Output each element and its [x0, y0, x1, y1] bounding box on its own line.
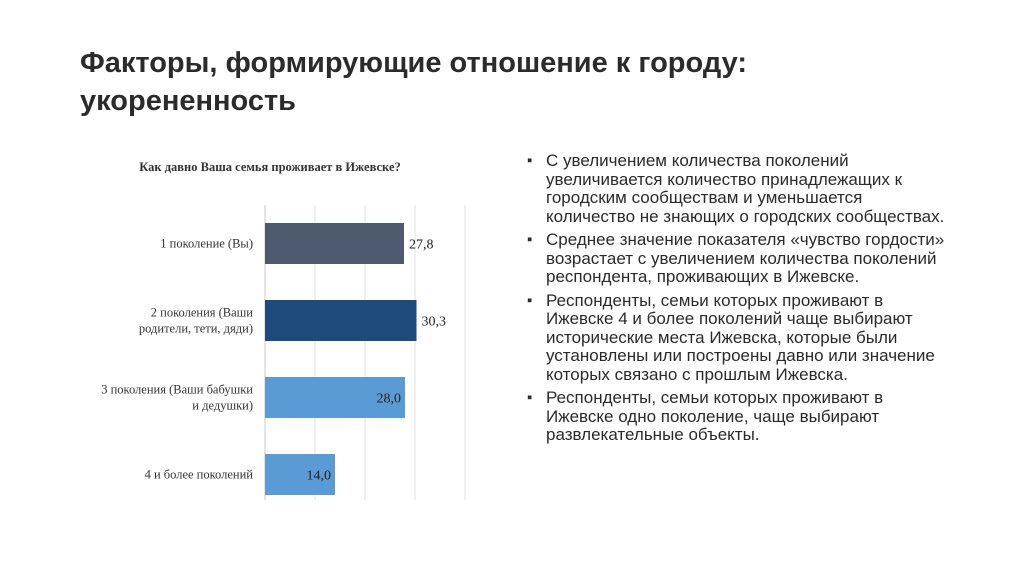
bullet-list: ▪ С увеличением количества поколений уве… [525, 151, 955, 450]
category-label: 1 поколение (Вы) [160, 237, 253, 251]
bullet-marker: ▪ [527, 291, 533, 309]
slide-title-line-1: Факторы, формирующие отношение к городу: [80, 47, 747, 79]
bullet-marker: ▪ [527, 389, 533, 406]
bullet-marker: ▪ [527, 231, 533, 248]
bullet-item: ▪ С увеличением количества поколений уве… [525, 151, 955, 226]
category-label: 3 поколения (Ваши бабушки [101, 383, 253, 397]
bar [265, 377, 405, 418]
slide-title-line-2: укорененность [80, 85, 296, 117]
category-label: 2 поколения (Ваши [151, 306, 254, 320]
bar-chart: Как давно Ваша семья проживает в Ижевске… [60, 155, 480, 500]
bar [265, 223, 404, 264]
bullet-item: ▪ Респонденты, семьи которых проживают в… [525, 388, 955, 445]
bullet-item: ▪ Среднее значение показателя «чувство г… [525, 230, 955, 287]
category-label: родители, тети, дяди) [139, 322, 253, 336]
bullet-text: Респонденты, семьи которых проживают в И… [546, 290, 935, 384]
bullet-text: Среднее значение показателя «чувство гор… [546, 230, 945, 286]
data-label: 30,3 [422, 315, 447, 330]
bullet-item: ▪ Респонденты, семьи которых проживают в… [525, 290, 955, 385]
data-label: 27,8 [409, 238, 434, 253]
chart-svg: 1 поколение (Вы) 27,8 2 поколения (Ваши род… [101, 205, 466, 500]
data-label: 28,0 [377, 392, 402, 407]
bar [265, 454, 335, 495]
data-label: 14,0 [307, 469, 332, 484]
category-label: 4 и более поколений [145, 468, 254, 482]
bullet-marker: ▪ [527, 152, 533, 169]
chart-title: Как давно Ваша семья проживает в Ижевске… [139, 160, 401, 174]
bar [265, 300, 417, 341]
bullet-text: С увеличением количества поколений увели… [546, 151, 945, 226]
bullet-text: Респонденты, семьи которых проживают в И… [546, 388, 884, 444]
category-label: и дедушки) [192, 399, 253, 413]
slide-title: Факторы, формирующие отношение к городу:… [80, 44, 940, 120]
